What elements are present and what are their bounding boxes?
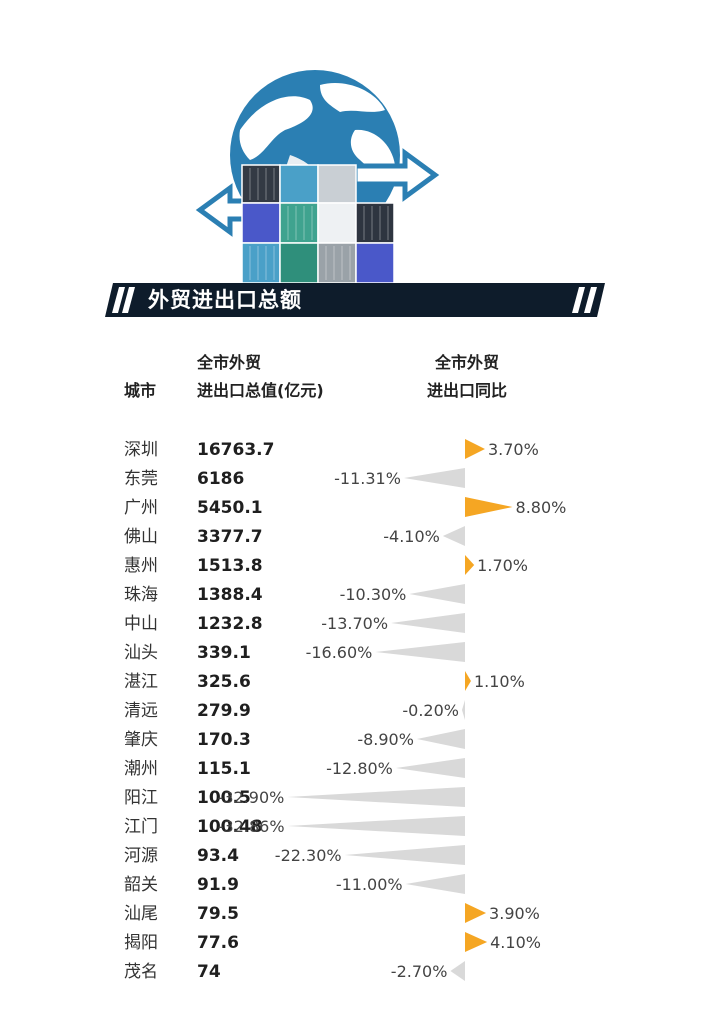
yoy-bar-positive bbox=[465, 932, 488, 952]
trade-value: 1513.8 bbox=[197, 556, 263, 576]
city-label: 惠州 bbox=[124, 556, 158, 576]
city-label: 潮州 bbox=[124, 759, 158, 779]
yoy-bar-positive bbox=[465, 497, 513, 517]
yoy-bar-negative bbox=[462, 700, 465, 720]
yoy-bar-negative bbox=[395, 758, 465, 778]
yoy-label: -11.00% bbox=[336, 875, 403, 894]
trade-value: 79.5 bbox=[197, 904, 239, 924]
yoy-label: -16.60% bbox=[306, 643, 373, 662]
trade-value: 74 bbox=[197, 962, 221, 982]
yoy-label: 3.70% bbox=[488, 440, 539, 459]
header-yoy-line1: 全市外贸 bbox=[435, 353, 500, 372]
header-value-line2: 进出口总值(亿元) bbox=[197, 381, 324, 400]
trade-value: 3377.7 bbox=[197, 527, 263, 547]
trade-value: 16763.7 bbox=[197, 440, 274, 460]
city-label: 佛山 bbox=[124, 527, 158, 547]
header-city: 城市 bbox=[124, 381, 157, 400]
city-label: 肇庆 bbox=[124, 730, 158, 750]
city-label: 汕头 bbox=[124, 643, 158, 663]
yoy-label: -2.70% bbox=[391, 962, 448, 981]
yoy-bar-negative bbox=[405, 874, 465, 894]
trade-value: 279.9 bbox=[197, 701, 251, 721]
trade-value: 339.1 bbox=[197, 643, 251, 663]
city-label: 清远 bbox=[124, 701, 158, 721]
city-label: 江门 bbox=[124, 817, 158, 837]
yoy-label: -32.86% bbox=[218, 817, 285, 836]
trade-value: 115.1 bbox=[197, 759, 251, 779]
yoy-label: 8.80% bbox=[516, 498, 567, 517]
yoy-bar-negative bbox=[375, 642, 465, 662]
yoy-bar-positive bbox=[465, 903, 487, 923]
yoy-bar-positive bbox=[465, 671, 471, 691]
yoy-label: 1.10% bbox=[474, 672, 525, 691]
city-label: 深圳 bbox=[124, 440, 158, 460]
city-label: 中山 bbox=[124, 614, 158, 634]
yoy-label: -32.90% bbox=[218, 788, 285, 807]
yoy-label: -8.90% bbox=[357, 730, 414, 749]
yoy-label: -22.30% bbox=[275, 846, 342, 865]
yoy-bar-positive bbox=[465, 555, 475, 575]
yoy-bar-negative bbox=[442, 526, 465, 546]
yoy-bar-negative bbox=[450, 961, 465, 981]
yoy-label: 3.90% bbox=[489, 904, 540, 923]
yoy-bar-positive bbox=[465, 439, 485, 459]
trade-value: 6186 bbox=[197, 469, 244, 489]
header-yoy: 全市外贸 进出口同比 bbox=[427, 349, 507, 405]
yoy-label: -13.70% bbox=[321, 614, 388, 633]
banner-background bbox=[105, 283, 605, 317]
yoy-bar-negative bbox=[344, 845, 465, 865]
yoy-label: -10.30% bbox=[340, 585, 407, 604]
header-value-line1: 全市外贸 bbox=[197, 353, 262, 372]
trade-value: 91.9 bbox=[197, 875, 239, 895]
yoy-label: 4.10% bbox=[490, 933, 541, 952]
trade-value: 100.48 bbox=[197, 817, 263, 837]
yoy-bar-negative bbox=[416, 729, 465, 749]
city-label: 湛江 bbox=[124, 672, 158, 692]
yoy-bar-negative bbox=[287, 816, 465, 836]
yoy-label: -12.80% bbox=[326, 759, 393, 778]
globe-containers-illustration bbox=[170, 60, 460, 290]
yoy-bar-negative bbox=[403, 468, 465, 488]
city-label: 广州 bbox=[124, 498, 158, 518]
city-label: 韶关 bbox=[124, 875, 158, 895]
trade-value: 100.5 bbox=[197, 788, 251, 808]
yoy-label: -0.20% bbox=[402, 701, 459, 720]
header-value: 全市外贸 进出口总值(亿元) bbox=[197, 349, 324, 405]
yoy-label: -11.31% bbox=[334, 469, 401, 488]
city-label: 揭阳 bbox=[124, 933, 158, 953]
yoy-label: -4.10% bbox=[383, 527, 440, 546]
trade-value: 77.6 bbox=[197, 933, 239, 953]
trade-value: 5450.1 bbox=[197, 498, 263, 518]
header-yoy-line2: 进出口同比 bbox=[427, 381, 508, 400]
yoy-bar-negative bbox=[391, 613, 465, 633]
yoy-bar-negative bbox=[287, 787, 465, 807]
page-title: 外贸进出口总额 bbox=[148, 288, 302, 312]
trade-value: 170.3 bbox=[197, 730, 251, 750]
trade-value: 325.6 bbox=[197, 672, 251, 692]
trade-value: 1388.4 bbox=[197, 585, 263, 605]
trade-value: 93.4 bbox=[197, 846, 239, 866]
yoy-label: 1.70% bbox=[477, 556, 528, 575]
globe-icon bbox=[195, 70, 440, 284]
city-label: 珠海 bbox=[124, 585, 158, 605]
city-label: 汕尾 bbox=[124, 904, 158, 924]
city-label: 东莞 bbox=[124, 469, 158, 489]
city-label: 茂名 bbox=[124, 962, 158, 982]
city-label: 阳江 bbox=[124, 788, 158, 808]
yoy-bar-negative bbox=[409, 584, 465, 604]
trade-value: 1232.8 bbox=[197, 614, 263, 634]
city-label: 河源 bbox=[124, 846, 158, 866]
title-banner bbox=[105, 279, 605, 321]
